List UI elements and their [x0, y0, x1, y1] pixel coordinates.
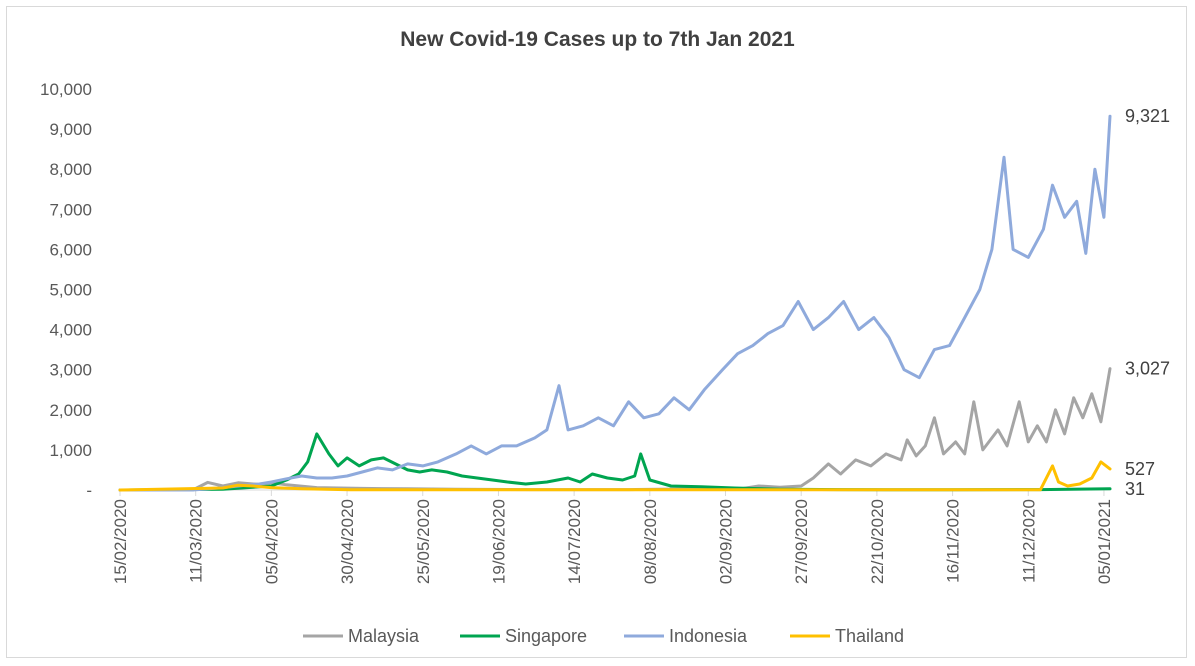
legend-label-malaysia: Malaysia [348, 626, 420, 646]
y-tick-label: 4,000 [49, 321, 92, 340]
end-label-singapore: 31 [1125, 479, 1145, 499]
series-line-singapore [118, 432, 1112, 492]
chart-title: New Covid-19 Cases up to 7th Jan 2021 [400, 28, 795, 51]
x-tick-label: 15/02/2020 [111, 499, 130, 584]
y-tick-label: 8,000 [49, 160, 92, 179]
series-layer [118, 114, 1112, 492]
x-tick-label: 22/10/2020 [868, 499, 887, 584]
x-axis: 15/02/2020 11/03/2020 05/04/2020 30/04/2020… [111, 489, 1114, 584]
series-line-malaysia [118, 367, 1112, 492]
x-tick-label: 14/07/2020 [565, 499, 584, 584]
y-axis: - 1,000 2,000 3,000 4,000 5,000 6,000 7,000 8,00… [40, 80, 92, 500]
x-tick-label: 05/04/2020 [262, 499, 281, 584]
end-label-thailand: 527 [1125, 459, 1155, 479]
x-tick-label: 27/09/2020 [792, 499, 811, 584]
series-line-thailand [118, 460, 1112, 492]
y-tick-label: - [86, 481, 92, 500]
x-tick-label: 11/12/2020 [1019, 499, 1038, 583]
x-tick-label: 11/03/2020 [187, 499, 206, 583]
series-line-indonesia [118, 114, 1112, 492]
x-tick-label: 19/06/2020 [489, 499, 508, 584]
chart-frame [6, 6, 1187, 658]
end-label-indonesia: 9,321 [1125, 106, 1170, 126]
x-tick-label: 05/01/2021 [1095, 499, 1114, 584]
y-tick-label: 5,000 [49, 281, 92, 300]
legend-label-indonesia: Indonesia [669, 626, 748, 646]
legend-label-thailand: Thailand [835, 626, 904, 646]
y-tick-label: 6,000 [49, 240, 92, 259]
legend: Malaysia Singapore Indonesia Thailand [303, 626, 904, 646]
x-tick-label: 16/11/2020 [944, 499, 963, 583]
x-tick-label: 08/08/2020 [641, 499, 660, 584]
x-tick-label: 25/05/2020 [414, 499, 433, 584]
legend-label-singapore: Singapore [505, 626, 587, 646]
x-tick-label: 02/09/2020 [717, 499, 736, 584]
y-tick-label: 2,000 [49, 401, 92, 420]
y-tick-label: 3,000 [49, 361, 92, 380]
y-tick-label: 10,000 [40, 80, 92, 99]
x-tick-label: 30/04/2020 [338, 499, 357, 584]
y-tick-label: 9,000 [49, 120, 92, 139]
end-label-malaysia: 3,027 [1125, 359, 1170, 379]
y-tick-label: 7,000 [49, 200, 92, 219]
y-tick-label: 1,000 [49, 441, 92, 460]
